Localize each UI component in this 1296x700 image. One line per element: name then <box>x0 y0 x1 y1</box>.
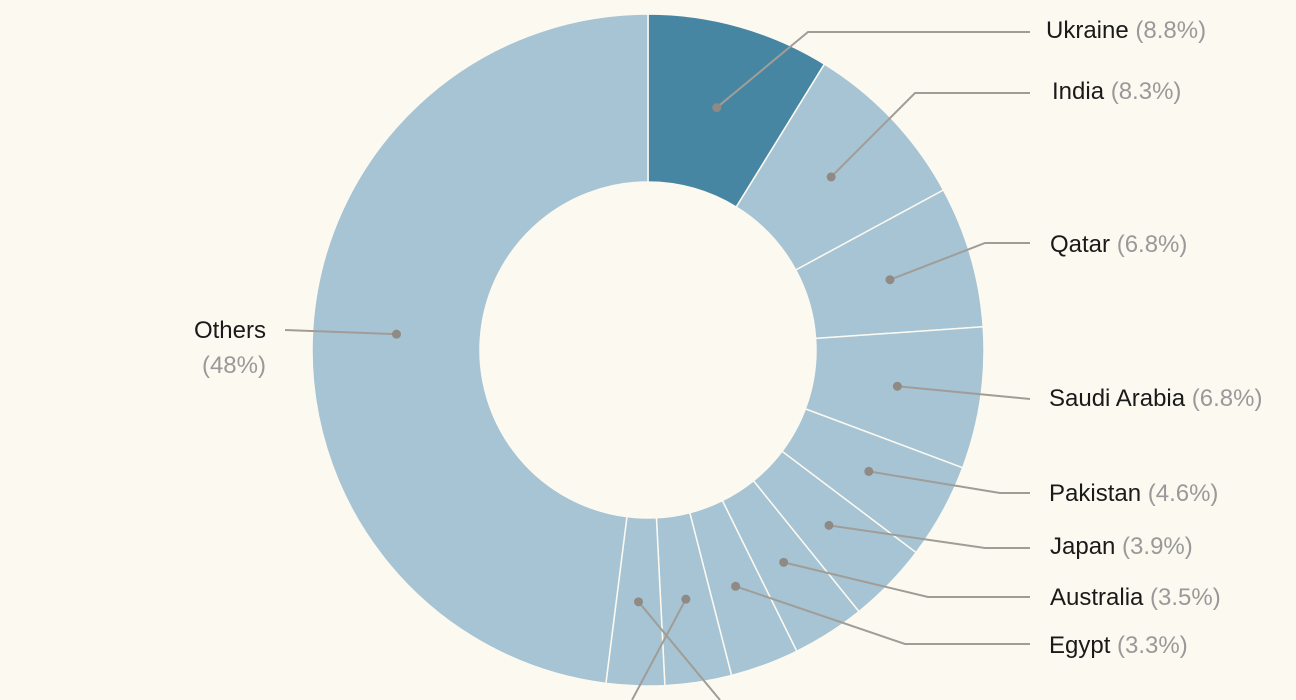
slice-label-value-egypt: (3.3%) <box>1110 632 1187 659</box>
slice-label-name-australia: Australia <box>1050 584 1144 611</box>
slice-label-name-qatar: Qatar <box>1050 231 1110 258</box>
slice-label-name-egypt: Egypt <box>1049 632 1111 659</box>
leader-dot-india <box>826 172 836 182</box>
leader-dot-qatar <box>885 275 895 285</box>
slice-labels: Ukraine (8.8%)India (8.3%)Qatar (6.8%)Sa… <box>194 17 1262 700</box>
leader-dot-japan <box>824 520 834 530</box>
leader-dot-unlabeled-9 <box>681 594 691 604</box>
slice-label-name-saudi-arabia: Saudi Arabia <box>1049 385 1186 412</box>
slice-label-name-pakistan: Pakistan <box>1049 480 1141 507</box>
slice-label-qatar: Qatar (6.8%) <box>1050 231 1187 258</box>
slice-label-name-ukraine: Ukraine <box>1046 17 1129 44</box>
leader-line-ukraine <box>716 31 1030 109</box>
slice-label-value-ukraine: (8.8%) <box>1129 17 1206 44</box>
leader-line-pakistan <box>868 470 1030 494</box>
slice-label-value-saudi-arabia: (6.8%) <box>1185 385 1262 412</box>
leader-line-others <box>284 329 397 336</box>
leader-line-unlabeled-9 <box>631 598 687 700</box>
slice-label-india: India (8.3%) <box>1052 78 1181 105</box>
leader-line-qatar <box>889 242 1030 281</box>
leader-line-egypt <box>735 585 1030 645</box>
slice-label-pakistan: Pakistan (4.6%) <box>1049 480 1218 507</box>
leader-line-saudi-arabia <box>897 385 1031 400</box>
leader-dot-ukraine <box>712 103 722 113</box>
slice-label-name-others: Others <box>194 317 266 344</box>
slice-others <box>311 13 649 685</box>
leader-dot-saudi-arabia <box>892 381 902 391</box>
leader-dot-australia <box>779 557 789 567</box>
slice-label-value-pakistan: (4.6%) <box>1141 480 1218 507</box>
leader-dot-pakistan <box>864 466 874 476</box>
leader-line-india <box>830 92 1030 178</box>
donut-slices <box>311 13 985 687</box>
slice-label-ukraine: Ukraine (8.8%) <box>1046 17 1206 44</box>
slice-label-australia: Australia (3.5%) <box>1050 584 1221 611</box>
leader-dot-egypt <box>731 581 741 591</box>
leader-dot-unlabeled-10 <box>634 597 644 607</box>
slice-label-japan: Japan (3.9%) <box>1050 533 1193 560</box>
slice-label-name-india: India <box>1052 78 1105 105</box>
slice-label-value-japan: (3.9%) <box>1115 533 1192 560</box>
slice-label-egypt: Egypt (3.3%) <box>1049 632 1188 659</box>
slice-label-value-qatar: (6.8%) <box>1110 231 1187 258</box>
leader-line-unlabeled-10 <box>637 601 721 700</box>
leader-line-australia <box>783 561 1030 598</box>
slice-label-value-others: (48%) <box>202 352 266 379</box>
slice-label-saudi-arabia: Saudi Arabia (6.8%) <box>1049 385 1262 412</box>
slice-label-value-australia: (3.5%) <box>1143 584 1220 611</box>
leader-dot-others <box>391 329 401 339</box>
slice-label-value-india: (8.3%) <box>1104 78 1181 105</box>
leader-line-japan <box>828 524 1030 549</box>
slice-label-others: Others (48%) <box>194 317 266 379</box>
slice-label-name-japan: Japan <box>1050 533 1115 560</box>
